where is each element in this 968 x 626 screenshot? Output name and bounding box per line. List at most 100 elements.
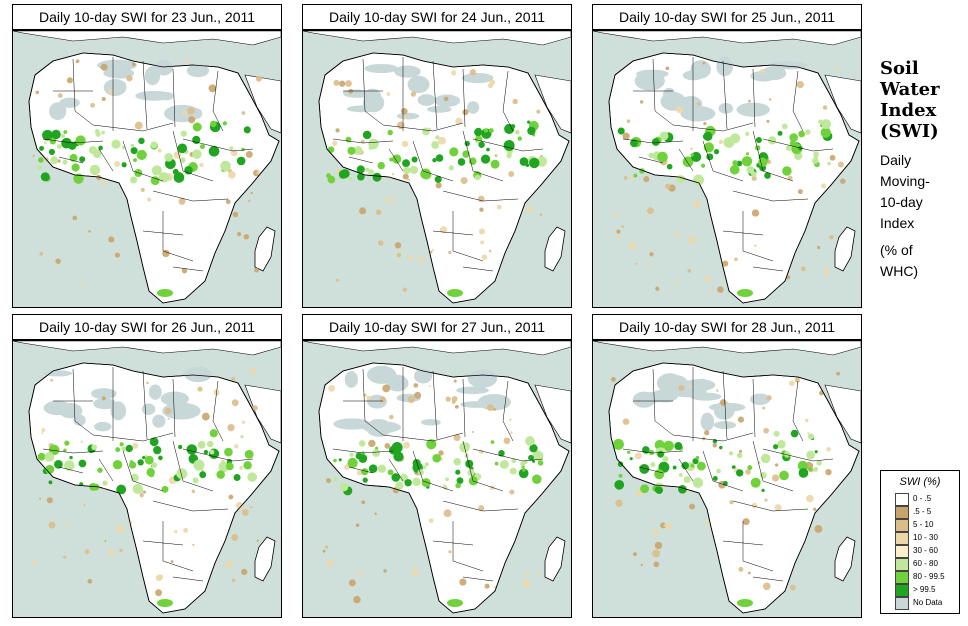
no-data-area (690, 392, 722, 401)
map-panel: Daily 10-day SWI for 26 Jun., 2011 (12, 314, 282, 618)
swi-wet-patch (411, 156, 418, 163)
swi-patch (445, 396, 451, 402)
swi-patch (823, 268, 830, 276)
swi-patch (348, 579, 356, 587)
swi-patch (705, 275, 712, 283)
swi-wet-patch (62, 159, 68, 165)
swi-wet-patch (339, 482, 349, 492)
country-border (172, 130, 214, 182)
swi-patch (155, 589, 163, 597)
swi-patch (769, 98, 772, 101)
swi-patch (806, 494, 814, 503)
country-border (652, 368, 674, 436)
swi-patch (489, 485, 495, 491)
swi-patch (655, 286, 660, 291)
swi-patch (88, 230, 91, 233)
swi-wet-patch (537, 460, 544, 466)
swi-wet-patch (68, 141, 77, 150)
swi-wet-patch (326, 173, 332, 179)
swi-wet-patch (51, 129, 61, 140)
swi-wet-patch (130, 147, 138, 155)
swi-wet-patch (529, 444, 538, 453)
swi-wet-patch (349, 452, 354, 457)
swi-patch (626, 119, 631, 124)
swi-patch (734, 257, 738, 262)
swi-wet-patch (151, 462, 158, 468)
swi-wet-patch (92, 149, 102, 159)
swi-patch (431, 248, 434, 252)
swi-wet-patch (403, 166, 411, 175)
swi-wet-patch (353, 146, 363, 155)
swi-patch (455, 117, 463, 125)
swi-patch (178, 197, 186, 205)
swi-patch (634, 452, 642, 460)
no-data-area (141, 403, 156, 416)
swi-patch (55, 258, 61, 264)
swi-patch (96, 174, 102, 181)
swi-patch (829, 234, 834, 240)
swi-patch (478, 228, 486, 235)
swi-wet-patch (177, 143, 188, 154)
swi-wet-patch (617, 461, 624, 467)
swi-wet-patch (412, 459, 421, 468)
no-data-area (709, 402, 746, 412)
swi-wet-patch (806, 450, 815, 460)
swi-patch (403, 441, 411, 449)
swi-wet-patch (736, 452, 743, 459)
swi-wet-patch (347, 457, 358, 469)
map-panel-title: Daily 10-day SWI for 28 Jun., 2011 (592, 314, 862, 340)
swi-wet-patch (233, 473, 241, 481)
swi-patch (101, 396, 106, 401)
swi-patch (614, 212, 619, 218)
country-border (142, 370, 148, 440)
swi-patch (382, 384, 391, 393)
swi-patch (462, 109, 469, 116)
map-panel: Daily 10-day SWI for 28 Jun., 2011 (592, 314, 862, 618)
swi-wet-patch (745, 131, 750, 136)
swi-wet-patch (807, 433, 815, 440)
swi-patch (256, 171, 260, 175)
swi-wet-patch (490, 440, 495, 444)
map-frame (592, 30, 862, 308)
swi-wet-patch (736, 160, 743, 167)
coastline (318, 52, 570, 304)
swi-patch (231, 376, 236, 382)
swi-wet-patch (157, 599, 173, 607)
swi-patch (188, 116, 196, 124)
swi-patch (57, 159, 61, 163)
swi-patch (66, 77, 73, 84)
country-border (752, 68, 756, 128)
swi-wet-patch (79, 156, 86, 163)
map-panel-title: Daily 10-day SWI for 26 Jun., 2011 (12, 314, 282, 340)
swi-patch (690, 147, 693, 150)
no-data-area (461, 72, 494, 84)
swi-wet-patch (657, 151, 668, 163)
swi-wet-patch (121, 446, 126, 451)
legend-label: 10 - 30 (913, 533, 938, 542)
legend-item: 5 - 10 (895, 519, 957, 532)
swi-patch (503, 437, 511, 445)
no-data-area (656, 373, 683, 393)
side-subtitle-line: Moving- (880, 173, 930, 189)
swi-patch (469, 68, 477, 76)
swi-wet-patch (782, 166, 792, 176)
swi-patch (143, 490, 146, 494)
side-subtitle-line: Index (880, 215, 915, 231)
swi-patch (345, 80, 352, 87)
swi-patch (674, 232, 680, 238)
swi-wet-patch (387, 129, 393, 136)
swi-wet-patch (790, 429, 799, 438)
swi-patch (478, 449, 484, 454)
swi-wet-patch (222, 121, 227, 126)
swi-patch (478, 505, 485, 512)
swi-wet-patch (54, 459, 63, 469)
swi-patch (480, 240, 485, 245)
country-border (762, 138, 834, 152)
swi-patch (660, 522, 667, 529)
swi-wet-patch (728, 451, 734, 456)
country-border (152, 500, 229, 512)
no-data-area (456, 386, 489, 395)
swi-patch (389, 414, 394, 420)
swi-wet-patch (651, 138, 660, 146)
swi-patch (454, 404, 459, 409)
